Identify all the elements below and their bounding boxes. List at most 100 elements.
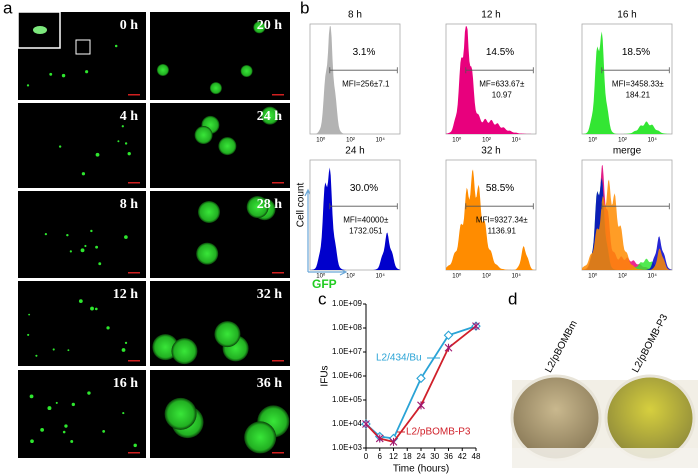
histogram (582, 31, 672, 135)
cell (194, 126, 213, 145)
x-tick-label: 18 (403, 452, 412, 461)
marker (389, 437, 398, 446)
time-label: 0 h (120, 18, 139, 33)
marker (443, 330, 454, 341)
green-dot (62, 430, 66, 434)
x-tick-label: 48 (472, 452, 481, 461)
well (604, 374, 696, 462)
green-dot (124, 341, 128, 344)
mfi-text: 1732.051 (349, 227, 383, 236)
green-dot (121, 348, 126, 352)
scale-bar (272, 94, 284, 96)
green-dot (90, 306, 94, 311)
green-dot (127, 151, 131, 156)
green-dot (49, 72, 53, 76)
green-dot (71, 402, 75, 407)
scale-bar (272, 452, 284, 454)
x-tick-label: 10⁰ (452, 273, 462, 280)
histogram-title: 16 h (617, 10, 636, 21)
x-tick-label: 10² (346, 138, 355, 144)
y-tick-label: 1.0E+07 (332, 347, 363, 356)
green-dot (133, 443, 137, 448)
axis-arrows (304, 188, 348, 276)
time-label: 4 h (120, 109, 139, 124)
mfi-text: MF=633.67± (479, 80, 525, 89)
x-axis-label: Time (hours) (393, 464, 449, 475)
scale-bar (128, 452, 140, 454)
scale-bar (128, 94, 140, 96)
scale-bar (272, 360, 284, 362)
histogram-title: merge (613, 146, 642, 157)
time-label: 20 h (257, 18, 283, 33)
inset-box (75, 39, 91, 55)
green-dot (114, 44, 118, 48)
y-axis-label: IFUs (320, 365, 331, 386)
marker (375, 434, 384, 443)
time-label: 8 h (120, 197, 139, 212)
x-tick-label: 10⁴ (376, 273, 386, 280)
sample-label: L2/pBOMB-P3 (630, 312, 670, 374)
time-label: 32 h (257, 287, 283, 302)
inset (17, 11, 61, 49)
x-tick-label: 10² (346, 274, 355, 280)
micrograph (18, 370, 146, 458)
histogram-title: 24 h (345, 146, 364, 157)
x-tick-label: 10⁰ (588, 273, 598, 280)
gate-percent: 30.0% (350, 183, 378, 194)
green-dot (124, 142, 128, 145)
gate-bracket (601, 67, 670, 74)
x-tick-label: 10⁴ (512, 137, 522, 144)
marker (472, 322, 480, 331)
mfi-text: MFI=256±7.1 (342, 80, 390, 89)
cell (244, 421, 277, 454)
histogram-title: 12 h (481, 10, 500, 21)
green-dot (69, 250, 72, 253)
time-label: 12 h (113, 287, 139, 302)
time-label: 36 h (257, 376, 283, 391)
green-dot (26, 84, 30, 87)
x-tick-label: 10⁴ (648, 273, 658, 280)
x-tick-label: 42 (458, 452, 467, 461)
micrograph (18, 281, 146, 366)
scale-bar (128, 182, 140, 184)
green-dot (94, 307, 98, 311)
inset-cell (33, 26, 47, 34)
x-tick-label: 30 (430, 452, 439, 461)
y-tick-label: 1.0E+08 (332, 323, 363, 332)
marker (362, 420, 370, 428)
series-label: L2/pBOMB-P3 (406, 427, 471, 438)
x-tick-label: 6 (378, 452, 383, 461)
gate-bracket (601, 203, 670, 210)
green-dot (64, 424, 68, 428)
panel-label: d (508, 289, 517, 308)
green-dot (84, 244, 87, 248)
histogram (310, 26, 400, 135)
green-dot (70, 439, 74, 443)
series-line (365, 325, 477, 443)
cell (171, 338, 198, 365)
panel-label: a (3, 0, 13, 17)
gate-bracket (465, 203, 534, 210)
green-dot (67, 349, 70, 352)
x-tick-label: 36 (444, 452, 453, 461)
green-dot (66, 233, 69, 237)
time-label: 24 h (257, 109, 283, 124)
histogram (582, 179, 672, 270)
green-dot (87, 391, 91, 395)
mfi-text: 184.21 (626, 91, 651, 100)
cell (196, 242, 219, 265)
green-dot (61, 73, 66, 78)
green-dot (52, 348, 55, 351)
axis-label: Cell count (296, 183, 307, 228)
cell (156, 63, 169, 76)
time-label: 16 h (113, 376, 139, 391)
cell (164, 397, 197, 430)
green-dot (90, 229, 93, 233)
scale-bar (272, 272, 284, 274)
gate-percent: 58.5% (486, 183, 514, 194)
histogram-title: 8 h (348, 10, 362, 21)
x-tick-label: 24 (417, 452, 426, 461)
cell (253, 21, 266, 34)
x-tick-label: 10⁰ (588, 137, 598, 144)
scale-bar (272, 182, 284, 184)
